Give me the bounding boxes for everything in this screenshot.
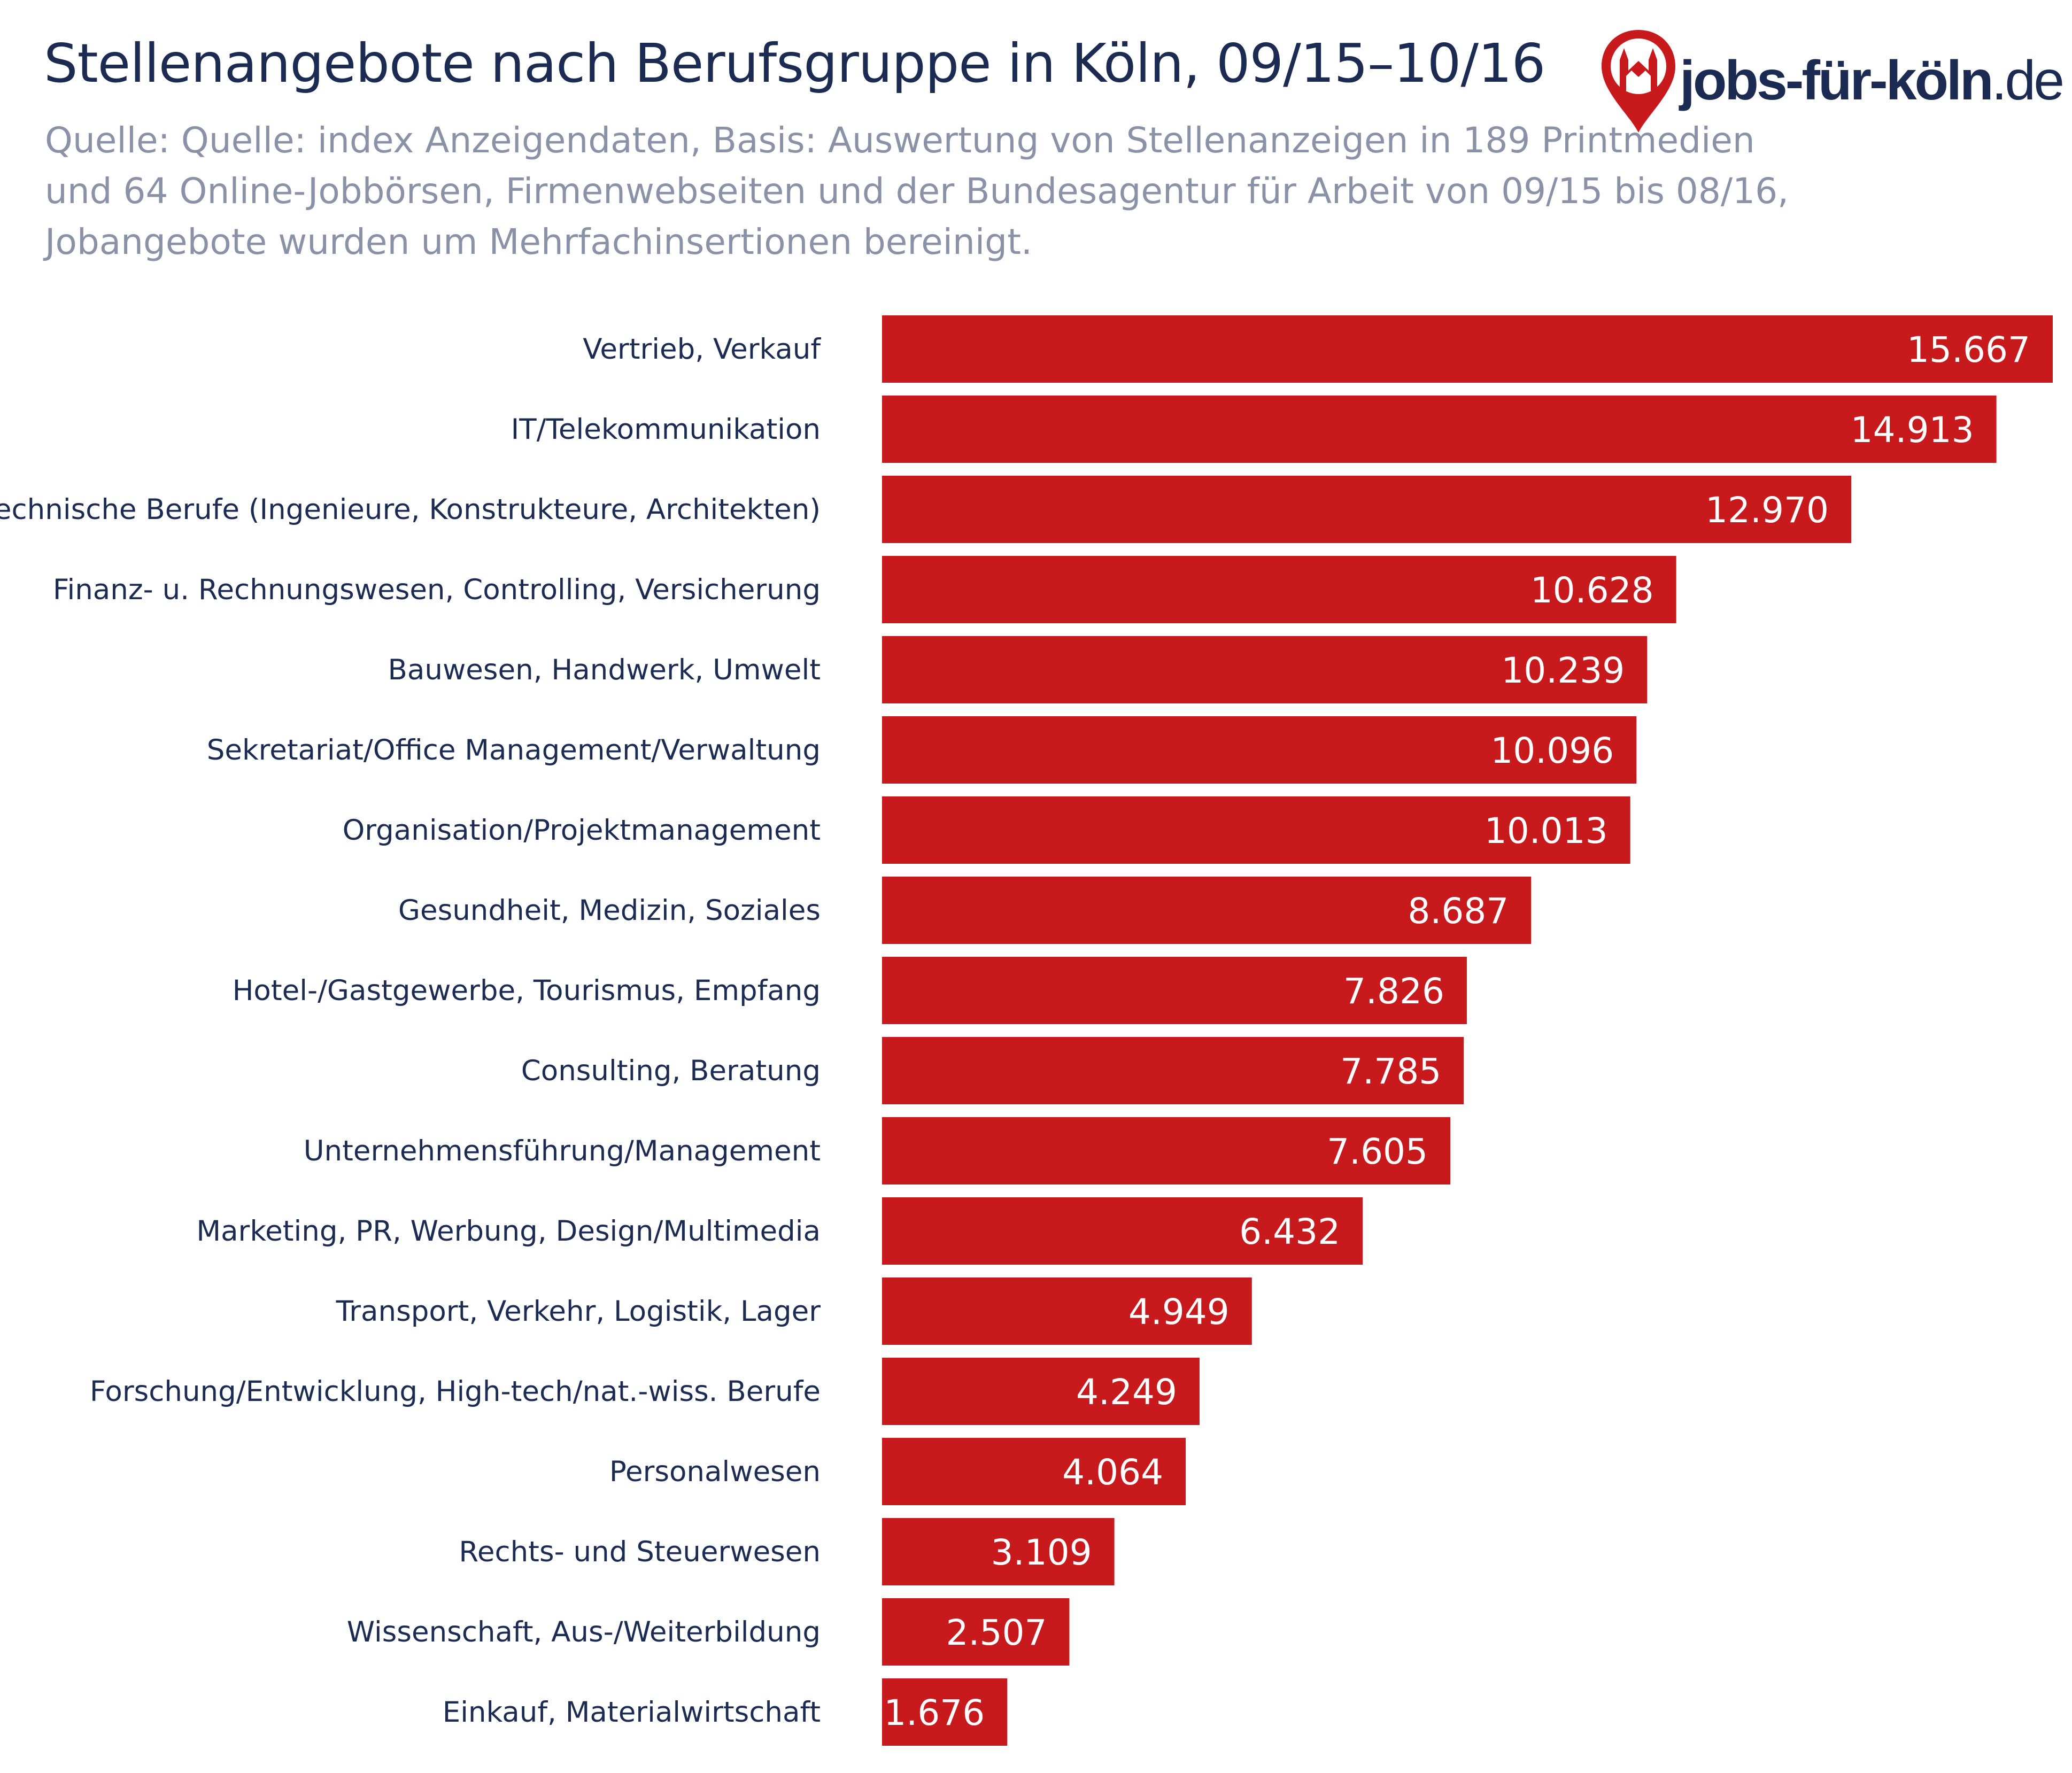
value-label: 3.109 [991, 1532, 1092, 1573]
bar [882, 716, 1637, 784]
bar [882, 476, 1852, 543]
category-label: Hotel-/Gastgewerbe, Tourismus, Empfang [233, 974, 821, 1007]
value-label: 7.826 [1343, 971, 1444, 1012]
category-label: Organisation/Projektmanagement [343, 814, 821, 847]
value-label: 2.507 [946, 1612, 1047, 1653]
category-label: Vertrieb, Verkauf [583, 333, 821, 366]
category-label: Technische Berufe (Ingenieure, Konstrukt… [0, 493, 821, 526]
chart-title: Stellenangebote nach Berufsgruppe in Köl… [44, 32, 1545, 95]
category-label: Einkauf, Materialwirtschaft [443, 1696, 821, 1729]
value-label: 12.970 [1705, 490, 1829, 531]
bar [882, 396, 1997, 463]
source-line: und 64 Online-Jobbörsen, Firmenwebseiten… [45, 171, 1789, 212]
value-label: 10.013 [1485, 810, 1608, 851]
bar [882, 1037, 1464, 1104]
bar [882, 636, 1648, 703]
logo-wordmark: jobs-für-köln.de [1680, 49, 2065, 113]
value-label: 15.667 [1907, 329, 2030, 370]
category-label: Marketing, PR, Werbung, Design/Multimedi… [196, 1215, 821, 1248]
logo-name: jobs-für-köln [1680, 50, 1993, 112]
category-label: Rechts- und Steuerwesen [459, 1536, 821, 1568]
category-label: Unternehmensführung/Management [304, 1135, 821, 1167]
cologne-cathedral-pin-icon [1602, 30, 1675, 133]
category-label: Sekretariat/Office Management/Verwaltung [207, 734, 821, 767]
value-label: 14.913 [1851, 409, 1974, 451]
bar [882, 1438, 1186, 1505]
logo-tld: .de [1991, 50, 2065, 112]
value-label: 10.096 [1490, 730, 1614, 771]
category-label: IT/Telekommunikation [511, 413, 821, 446]
category-label: Consulting, Beratung [521, 1055, 821, 1087]
category-label: Gesundheit, Medizin, Soziales [398, 894, 821, 927]
category-label: Bauwesen, Handwerk, Umwelt [388, 654, 821, 686]
category-label: Finanz- u. Rechnungswesen, Controlling, … [53, 574, 821, 606]
source-note: Quelle: Quelle: index Anzeigendaten, Bas… [45, 115, 1789, 267]
bar [882, 1278, 1252, 1345]
bar [882, 1117, 1451, 1184]
category-label: Forschung/Entwicklung, High-tech/nat.-wi… [90, 1375, 821, 1408]
value-label: 4.249 [1076, 1372, 1177, 1413]
category-label: Personalwesen [609, 1455, 821, 1488]
value-label: 4.064 [1062, 1452, 1163, 1493]
bar [882, 1598, 1070, 1666]
brand-logo[interactable]: jobs-für-köln.de [1598, 28, 2069, 135]
value-label: 10.239 [1501, 650, 1625, 691]
bar [882, 957, 1467, 1024]
bar [882, 1358, 1200, 1425]
category-label: Wissenschaft, Aus-/Weiterbildung [347, 1616, 821, 1648]
value-label: 1.676 [884, 1692, 985, 1733]
bar [882, 1678, 1008, 1746]
bar [882, 1518, 1115, 1585]
bar [882, 556, 1676, 623]
bar [882, 315, 2053, 383]
value-label: 6.432 [1239, 1211, 1340, 1252]
value-label: 7.605 [1327, 1131, 1428, 1172]
value-label: 10.628 [1530, 570, 1654, 611]
bar [882, 1197, 1363, 1265]
value-label: 7.785 [1340, 1051, 1441, 1092]
category-label: Transport, Verkehr, Logistik, Lager [336, 1295, 821, 1328]
source-line: Quelle: Quelle: index Anzeigendaten, Bas… [45, 120, 1755, 161]
bar [882, 877, 1532, 944]
value-label: 8.687 [1408, 891, 1509, 932]
source-line: Jobangebote wurden um Mehrfachinsertione… [45, 221, 1032, 262]
bar [882, 796, 1630, 864]
value-label: 4.949 [1128, 1291, 1230, 1333]
